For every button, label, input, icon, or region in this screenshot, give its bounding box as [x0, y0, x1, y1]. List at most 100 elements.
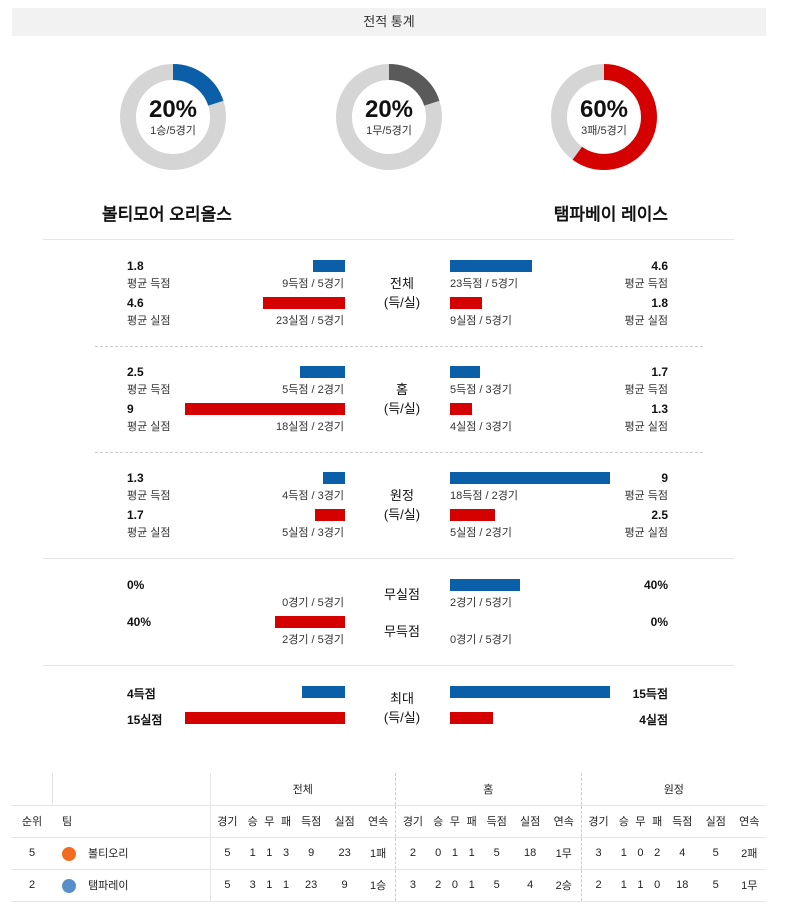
orioles-logo-icon: [62, 847, 76, 862]
right-home-avg-score: 1.7: [651, 365, 668, 379]
stat-cell: 0: [632, 837, 649, 870]
donut-arc: [120, 64, 226, 170]
left-shutout-pct: 0%: [127, 578, 145, 592]
right-max-score: 15득점: [632, 687, 668, 701]
col-header: 경기: [580, 805, 616, 838]
donut-percent: 60%: [579, 96, 629, 123]
left-max-allow-bar: [185, 712, 345, 724]
right-shutout-pct: 40%: [643, 578, 668, 592]
right-scoreless-pct: 0%: [650, 615, 668, 629]
col-header: 득점: [665, 805, 699, 838]
right-score-bar: [450, 260, 532, 272]
right-shutout-bar: [450, 579, 520, 591]
section-label-line1: 최대: [390, 691, 414, 706]
stat-cell: 3: [580, 837, 616, 870]
col-header: 실점: [698, 805, 733, 838]
rays-logo-icon: [62, 879, 76, 894]
stat-cell: 18: [665, 869, 699, 902]
col-header: 무: [260, 805, 278, 838]
left-avg-score: 1.8: [127, 259, 144, 273]
left-home-avg-allow-label: 평균 실점: [127, 421, 171, 433]
section-label-total: 전체 (득/실): [372, 274, 432, 312]
col-header: 실점: [327, 805, 362, 838]
right-scoreless-bar-label: 0경기 / 5경기: [450, 634, 512, 646]
donut-svg-0: [120, 64, 226, 170]
section-label-line2: (득/실): [383, 507, 421, 522]
right-away-score-bar: [450, 472, 610, 484]
left-away-allow-bar-label: 5실점 / 3경기: [282, 527, 344, 539]
header-cell: [52, 773, 211, 806]
col-team: 팀: [52, 805, 211, 838]
stat-cell: 4: [665, 837, 699, 870]
rank-cell: 2: [12, 869, 52, 902]
stat-cell: 18: [513, 837, 547, 870]
team-cell[interactable]: 볼티오리: [52, 837, 211, 870]
right-avg-score-label: 평균 득점: [624, 278, 668, 290]
col-header: 무: [632, 805, 649, 838]
col-header: 경기: [395, 805, 430, 838]
right-allow-bar-label: 9실점 / 5경기: [450, 315, 512, 327]
stat-cell: 1승: [361, 869, 396, 902]
right-home-avg-allow: 1.3: [651, 402, 668, 416]
left-avg-score-label: 평균 득점: [127, 278, 171, 290]
left-home-score-bar-label: 5득점 / 2경기: [282, 384, 344, 396]
stat-cell: 2: [429, 869, 447, 902]
col-header: 패: [277, 805, 295, 838]
stat-cell: 5: [479, 869, 514, 902]
col-header: 득점: [479, 805, 514, 838]
col-header: 무: [446, 805, 464, 838]
team-name: 탬파레이: [88, 879, 129, 892]
stat-cell: 2승: [546, 869, 582, 902]
left-max-score: 4득점: [127, 687, 156, 701]
table-column-header: 순위 팀 경기 승 무 패 득점 실점 연속 경기 승 무 패 득점 실점 연속 경기 승 무 패 득점 실점 연속: [12, 805, 766, 838]
right-away-avg-score-label: 평균 득점: [624, 490, 668, 502]
section-label-line1: 전체: [390, 276, 414, 291]
left-score-bar-label: 9득점 / 5경기: [282, 278, 344, 290]
team-cell[interactable]: 탬파레이: [52, 869, 211, 902]
col-header: 연속: [546, 805, 582, 838]
donut-subtitle: 1무/5경기: [366, 125, 412, 137]
stat-cell: 23: [294, 869, 328, 902]
left-away-score-bar: [323, 472, 345, 484]
col-header: 연속: [732, 805, 766, 838]
right-away-allow-bar-label: 5실점 / 2경기: [450, 527, 512, 539]
right-max-allow: 4실점: [639, 713, 668, 727]
stat-cell: 0: [648, 869, 666, 902]
stat-cell: 0: [429, 837, 447, 870]
stat-cell: 0: [446, 869, 464, 902]
divider: [43, 239, 734, 240]
left-away-avg-score: 1.3: [127, 471, 144, 485]
stat-cell: 1: [615, 869, 633, 902]
stat-cell: 1: [277, 869, 295, 902]
donut-subtitle: 1승/5경기: [150, 125, 196, 137]
team-name: 볼티오리: [88, 847, 129, 860]
stat-cell: 4: [513, 869, 547, 902]
stat-cell: 2: [580, 869, 616, 902]
stat-cell: 5: [698, 869, 733, 902]
group-away: 원정: [580, 773, 766, 806]
loss-rate-donut: 60% 3패/5경기: [549, 62, 659, 172]
section-label-home: 홈 (득/실): [372, 380, 432, 418]
win-rate-donut: 20% 1승/5경기: [118, 62, 228, 172]
left-away-allow-bar: [315, 509, 345, 521]
group-all: 전체: [210, 773, 396, 806]
stat-cell: 9: [294, 837, 328, 870]
section-label-line1: 원정: [390, 488, 414, 503]
section-label-scoreless: 무득점: [384, 624, 420, 639]
table-row: 2 탬파레이 5 3 1 1 23 9 1승 3 2 0 1 5 4 2승 2 1 1 0 18 5 1무: [12, 869, 766, 902]
col-header: 패: [463, 805, 480, 838]
right-away-avg-allow: 2.5: [651, 508, 668, 522]
stat-cell: 1무: [732, 869, 766, 902]
left-shutout-bar-label: 0경기 / 5경기: [282, 597, 344, 609]
col-header: 경기: [210, 805, 245, 838]
donut-svg-1: [336, 64, 442, 170]
section-label-line2: (득/실): [383, 401, 421, 416]
right-away-allow-bar: [450, 509, 495, 521]
left-avg-allow-label: 평균 실점: [127, 315, 171, 327]
donut-svg-2: [551, 64, 657, 170]
stat-cell: 1: [260, 837, 278, 870]
col-header: 연속: [361, 805, 396, 838]
stat-cell: 1: [260, 869, 278, 902]
left-away-avg-score-label: 평균 득점: [127, 490, 171, 502]
team-name-right: 탬파베이 레이스: [553, 205, 668, 224]
